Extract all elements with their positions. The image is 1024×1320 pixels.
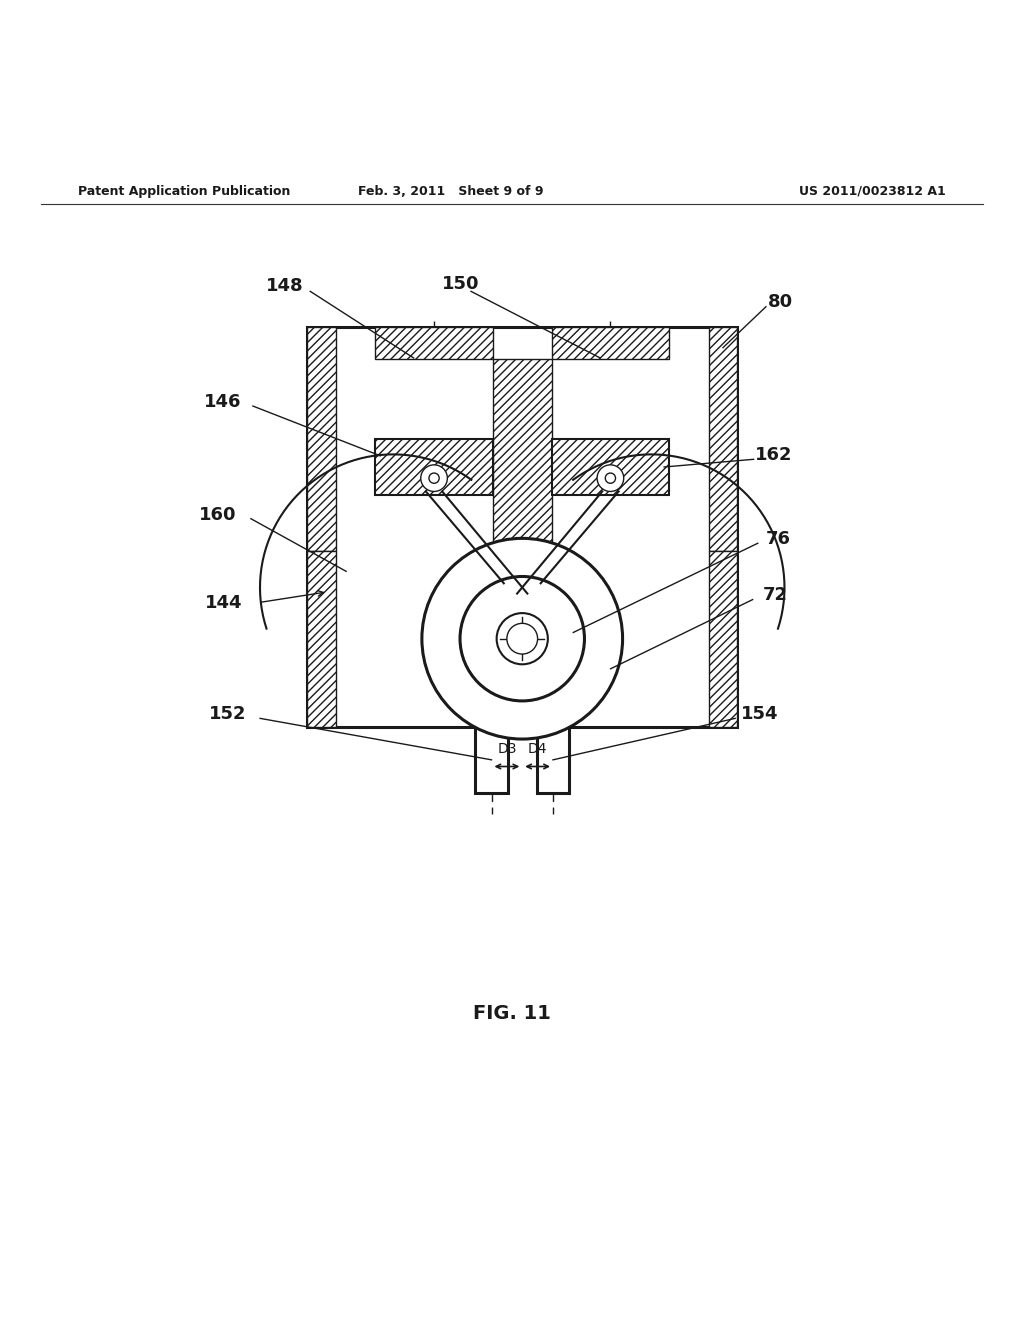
Bar	[709, 550, 737, 726]
Text: Patent Application Publication: Patent Application Publication	[78, 185, 290, 198]
Text: 150: 150	[442, 275, 479, 293]
Text: D4: D4	[527, 742, 548, 756]
Bar	[375, 327, 493, 359]
Text: 162: 162	[756, 446, 793, 465]
Text: 152: 152	[209, 705, 246, 723]
Circle shape	[422, 539, 623, 739]
Circle shape	[429, 473, 439, 483]
Circle shape	[497, 612, 548, 664]
Bar	[552, 440, 670, 495]
Text: 160: 160	[200, 506, 237, 524]
Bar	[307, 550, 336, 726]
Circle shape	[460, 577, 585, 701]
Circle shape	[597, 465, 624, 491]
Text: D3: D3	[497, 742, 517, 756]
Bar	[537, 726, 569, 793]
Text: 146: 146	[204, 393, 241, 411]
Bar	[307, 327, 737, 726]
Circle shape	[507, 623, 538, 655]
Bar	[475, 726, 508, 793]
Circle shape	[605, 473, 615, 483]
Text: 80: 80	[768, 293, 793, 310]
Text: 154: 154	[741, 705, 778, 723]
Bar	[307, 327, 336, 550]
Bar	[493, 359, 552, 550]
Text: 144: 144	[205, 594, 242, 611]
Bar	[709, 327, 737, 550]
Text: 76: 76	[766, 531, 791, 548]
Text: 148: 148	[266, 277, 303, 296]
Text: 72: 72	[763, 586, 787, 605]
Bar	[552, 327, 670, 359]
Circle shape	[500, 591, 610, 702]
Text: Feb. 3, 2011   Sheet 9 of 9: Feb. 3, 2011 Sheet 9 of 9	[357, 185, 544, 198]
Circle shape	[421, 465, 447, 491]
Text: US 2011/0023812 A1: US 2011/0023812 A1	[799, 185, 945, 198]
Bar	[375, 440, 493, 495]
Text: FIG. 11: FIG. 11	[473, 1003, 551, 1023]
